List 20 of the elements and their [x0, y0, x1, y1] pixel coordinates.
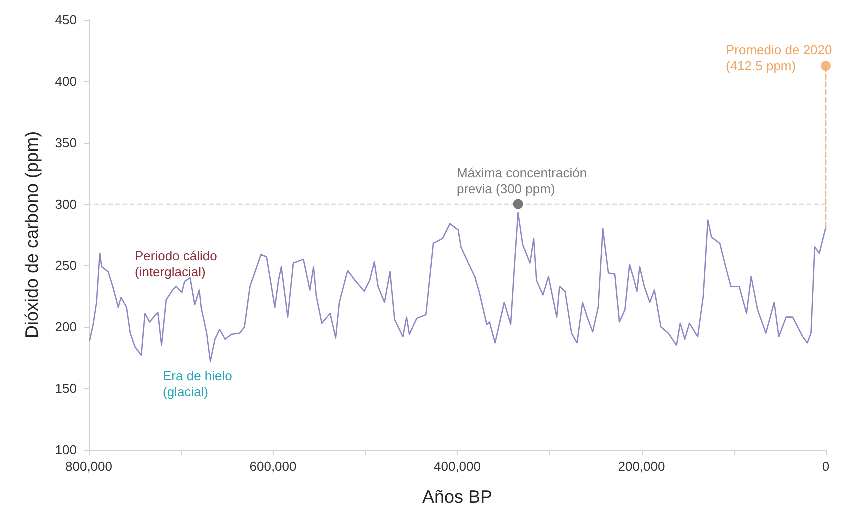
y-tick-label: 300 — [55, 196, 77, 212]
x-axis-title: Años BP — [422, 487, 493, 507]
annotation: Máxima concentración previa (300 ppm) — [457, 166, 588, 196]
annotation: Era de hielo (glacial) — [163, 368, 232, 400]
annotation: Periodo cálido (interglacial) — [135, 248, 218, 280]
y-tick-label: 100 — [55, 442, 77, 458]
annotation: Promedio de 2020 (412.5 ppm) — [726, 42, 832, 74]
line-series — [89, 212, 827, 362]
x-tick-label: 0 — [822, 459, 830, 474]
y-axis-title: Dióxido de carbono (ppm) — [22, 131, 42, 339]
x-tick-label: 200,000 — [618, 459, 666, 474]
x-tick-label: 400,000 — [434, 459, 481, 474]
y-tick-label: 250 — [55, 258, 77, 274]
y-tick-label: 450 — [55, 12, 77, 28]
y-tick-label: 150 — [55, 381, 77, 396]
x-tick-label: 800,000 — [66, 459, 112, 474]
y-tick-label: 350 — [55, 135, 77, 150]
y-tick-label: 400 — [55, 74, 77, 89]
y-tick-label: 200 — [55, 320, 77, 335]
x-tick-label: 600,000 — [250, 459, 297, 474]
